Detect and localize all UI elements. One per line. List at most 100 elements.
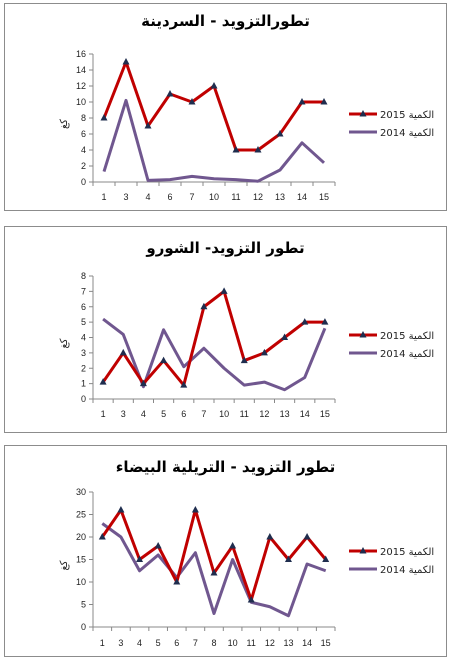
x-tick-label: 4 (145, 192, 150, 202)
data-point (200, 302, 208, 310)
x-tick-label: 3 (121, 409, 126, 419)
legend-label: الكمية 2014 (380, 349, 434, 360)
x-tick-label: 13 (280, 409, 290, 419)
x-tick-label: 5 (156, 638, 161, 648)
data-point (301, 318, 309, 325)
y-tick-label: 5 (81, 600, 86, 610)
legend-marker (359, 110, 367, 117)
legend-label: الكمية 2015 (380, 110, 434, 121)
x-tick-label: 12 (259, 409, 269, 419)
y-tick-label: 2 (81, 363, 86, 373)
data-point (266, 533, 274, 540)
x-tick-label: 6 (174, 638, 179, 648)
y-tick-label: 0 (81, 177, 86, 187)
y-tick-label: 1 (81, 379, 86, 389)
x-tick-label: 5 (161, 409, 166, 419)
y-tick-label: 6 (81, 302, 86, 312)
chart-panel-shoro: تطور التزويد- الشورو 0 1 2 3 4 5 6 7 8 1 3 4 5 6 7 10 11… (4, 226, 447, 433)
y-tick-label: 4 (81, 333, 86, 343)
data-point (98, 533, 106, 540)
data-point (229, 542, 237, 549)
data-point (260, 348, 268, 356)
data-point (154, 542, 162, 549)
data-point (254, 146, 262, 153)
data-point (321, 318, 329, 325)
chart-title: تطورالتزويد - السردينة (141, 12, 310, 30)
y-tick-label: 16 (76, 49, 86, 59)
data-point (284, 555, 292, 562)
series-line (102, 98, 326, 183)
data-point (180, 381, 188, 388)
data-point (139, 379, 147, 387)
data-point (232, 146, 240, 153)
x-tick-label: 11 (231, 192, 240, 202)
x-tick-label: 7 (193, 638, 198, 648)
x-tick-label: 10 (228, 638, 238, 648)
x-tick-label: 15 (319, 192, 329, 202)
x-tick-label: 3 (118, 638, 123, 648)
x-tick-label: 15 (320, 409, 330, 419)
y-tick-label: 0 (81, 622, 86, 632)
y-tick-label: 15 (76, 555, 86, 565)
data-point (298, 98, 306, 105)
data-point (210, 82, 218, 89)
data-point (117, 506, 125, 513)
y-tick-label: 10 (76, 97, 86, 107)
data-point (322, 555, 330, 562)
data-point (136, 555, 144, 562)
data-point (122, 58, 130, 65)
data-point (303, 533, 311, 540)
x-tick-label: 13 (275, 192, 285, 202)
y-axis-label: كغ (59, 119, 70, 129)
x-tick-label: 11 (247, 638, 256, 648)
x-tick-label: 15 (321, 638, 331, 648)
x-tick-label: 12 (253, 192, 263, 202)
x-tick-label: 1 (101, 192, 106, 202)
y-tick-label: 6 (81, 129, 86, 139)
y-tick-label: 3 (81, 348, 86, 358)
y-tick-label: 10 (76, 577, 86, 587)
data-point (119, 348, 127, 356)
data-point (320, 98, 328, 105)
legend-label: الكمية 2015 (380, 547, 434, 558)
x-tick-label: 10 (209, 192, 219, 202)
x-tick-label: 3 (123, 192, 128, 202)
series-line (102, 317, 327, 392)
y-axis-label: كغ (59, 338, 70, 348)
y-tick-label: 0 (81, 394, 86, 404)
x-tick-label: 13 (283, 638, 293, 648)
y-tick-label: 8 (81, 113, 86, 123)
data-point (210, 569, 218, 576)
x-tick-label: 4 (137, 638, 142, 648)
legend-label: الكمية 2015 (380, 331, 434, 342)
y-tick-label: 4 (81, 145, 86, 155)
x-tick-label: 8 (211, 638, 216, 648)
chart-panel-white-trilia: تطور التزويد - التريلية البيضاء 0 5 10 15 20… (4, 445, 447, 657)
data-point (240, 356, 248, 364)
legend-label: الكمية 2014 (380, 128, 434, 139)
data-point (220, 287, 228, 294)
y-tick-label: 20 (76, 532, 86, 542)
data-point (160, 356, 168, 364)
y-tick-label: 25 (76, 510, 86, 520)
legend-marker (359, 331, 367, 338)
data-point (166, 90, 174, 97)
data-point (191, 506, 199, 513)
chart-panel-sardine: تطورالتزويد - السردينة 0 2 4 6 8 10 12 14 16 1 3 4 6… (4, 3, 447, 211)
y-tick-label: 7 (81, 286, 86, 296)
y-tick-label: 14 (76, 65, 86, 75)
x-tick-label: 11 (240, 409, 249, 419)
y-tick-label: 5 (81, 317, 86, 327)
y-axis-label: كغ (59, 560, 70, 570)
y-tick-label: 2 (81, 161, 86, 171)
data-point (144, 122, 152, 129)
data-point (188, 98, 196, 105)
y-tick-label: 8 (81, 271, 86, 281)
x-tick-label: 7 (189, 192, 194, 202)
legend-marker (359, 547, 367, 554)
y-tick-label: 30 (76, 487, 86, 497)
data-point (173, 578, 181, 585)
data-point (100, 114, 108, 121)
